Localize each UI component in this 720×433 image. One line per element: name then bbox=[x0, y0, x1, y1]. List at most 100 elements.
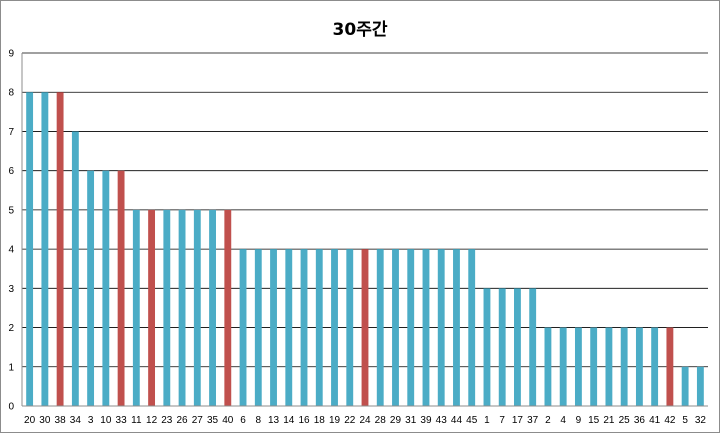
x-tick-label: 22 bbox=[344, 415, 356, 426]
y-tick-label: 0 bbox=[8, 402, 14, 413]
x-tick-label: 17 bbox=[512, 415, 524, 426]
x-tick-label: 15 bbox=[588, 415, 600, 426]
x-tick-label: 29 bbox=[390, 415, 402, 426]
bar-31 bbox=[407, 249, 415, 406]
x-tick-label: 19 bbox=[329, 415, 341, 426]
x-tick-label: 37 bbox=[527, 415, 539, 426]
x-tick-label: 9 bbox=[576, 415, 582, 426]
x-tick-label: 7 bbox=[499, 415, 505, 426]
bars bbox=[26, 92, 704, 406]
bar-28 bbox=[376, 249, 384, 406]
y-tick-label: 5 bbox=[8, 205, 14, 216]
y-tick-label: 3 bbox=[8, 284, 14, 295]
bar-21 bbox=[605, 327, 613, 406]
bar-41 bbox=[651, 327, 659, 406]
x-tick-label: 27 bbox=[192, 415, 204, 426]
bar-10 bbox=[102, 170, 110, 406]
x-tick-label: 23 bbox=[161, 415, 173, 426]
bar-37 bbox=[529, 288, 537, 406]
x-tick-label: 24 bbox=[359, 415, 371, 426]
bar-15 bbox=[590, 327, 598, 406]
x-tick-label: 13 bbox=[268, 415, 280, 426]
x-tick-label: 44 bbox=[451, 415, 463, 426]
bar-2 bbox=[544, 327, 552, 406]
chart-title: 30주간 bbox=[332, 20, 388, 40]
bar-5 bbox=[681, 366, 689, 406]
x-tick-label: 41 bbox=[649, 415, 661, 426]
bar-36 bbox=[635, 327, 643, 406]
x-tick-label: 20 bbox=[24, 415, 36, 426]
bar-38 bbox=[56, 92, 64, 406]
x-tick-label: 35 bbox=[207, 415, 219, 426]
bar-40 bbox=[224, 209, 232, 406]
bar-43 bbox=[437, 249, 445, 406]
bar-4 bbox=[559, 327, 567, 406]
x-tick-label: 26 bbox=[177, 415, 189, 426]
x-tick-label: 4 bbox=[560, 415, 566, 426]
bar-8 bbox=[254, 249, 262, 406]
x-tick-label: 28 bbox=[375, 415, 387, 426]
bar-27 bbox=[193, 209, 201, 406]
bar-32 bbox=[696, 366, 704, 406]
x-tick-label: 32 bbox=[695, 415, 707, 426]
bar-11 bbox=[132, 209, 140, 406]
x-tick-label: 3 bbox=[88, 415, 94, 426]
x-tick-label: 12 bbox=[146, 415, 158, 426]
y-tick-label: 7 bbox=[8, 127, 14, 138]
y-tick-label: 9 bbox=[8, 49, 14, 60]
y-tick-label: 4 bbox=[8, 245, 14, 256]
x-tick-label: 25 bbox=[619, 415, 631, 426]
x-tick-label: 34 bbox=[70, 415, 82, 426]
x-tick-label: 14 bbox=[283, 415, 295, 426]
bar-13 bbox=[270, 249, 277, 406]
x-tick-label: 30 bbox=[39, 415, 51, 426]
x-tick-label: 1 bbox=[484, 415, 490, 426]
x-tick-label: 5 bbox=[682, 415, 688, 426]
bar-6 bbox=[239, 249, 247, 406]
bar-22 bbox=[346, 249, 354, 406]
bar-20 bbox=[26, 92, 34, 406]
x-tick-label: 31 bbox=[405, 415, 417, 426]
bar-14 bbox=[285, 249, 293, 406]
bar-34 bbox=[71, 131, 79, 406]
bar-44 bbox=[453, 249, 460, 406]
x-tick-label: 40 bbox=[222, 415, 234, 426]
bar-9 bbox=[574, 327, 582, 406]
y-tick-label: 2 bbox=[8, 323, 14, 334]
bar-42 bbox=[666, 327, 674, 406]
bar-24 bbox=[361, 249, 369, 406]
x-tick-label: 10 bbox=[100, 415, 112, 426]
bar-23 bbox=[163, 209, 171, 406]
x-tick-label: 21 bbox=[603, 415, 615, 426]
axes bbox=[21, 53, 708, 407]
bar-12 bbox=[148, 209, 156, 406]
y-tick-label: 1 bbox=[8, 362, 14, 373]
bar-45 bbox=[468, 249, 476, 406]
x-tick-label: 16 bbox=[298, 415, 310, 426]
bar-25 bbox=[620, 327, 628, 406]
bar-29 bbox=[392, 249, 399, 406]
bar-1 bbox=[483, 288, 491, 406]
x-tick-label: 8 bbox=[256, 415, 262, 426]
x-tick-label: 18 bbox=[314, 415, 326, 426]
x-tick-label: 6 bbox=[240, 415, 246, 426]
bar-17 bbox=[514, 288, 521, 406]
y-tick-label: 6 bbox=[8, 166, 14, 177]
bar-33 bbox=[117, 170, 125, 406]
x-tick-label: 2 bbox=[545, 415, 551, 426]
x-tick-label: 33 bbox=[116, 415, 128, 426]
bar-16 bbox=[300, 249, 308, 406]
x-tick-label: 11 bbox=[131, 415, 142, 426]
x-tick-label: 36 bbox=[634, 415, 646, 426]
bar-26 bbox=[178, 209, 186, 406]
x-tick-label: 45 bbox=[466, 415, 478, 426]
x-tick-label: 39 bbox=[420, 415, 432, 426]
y-tick-label: 8 bbox=[8, 88, 14, 99]
x-tick-label: 38 bbox=[55, 415, 67, 426]
bar-18 bbox=[315, 249, 323, 406]
bar-3 bbox=[87, 170, 95, 406]
x-tick-label: 43 bbox=[436, 415, 448, 426]
bar-35 bbox=[209, 209, 216, 406]
